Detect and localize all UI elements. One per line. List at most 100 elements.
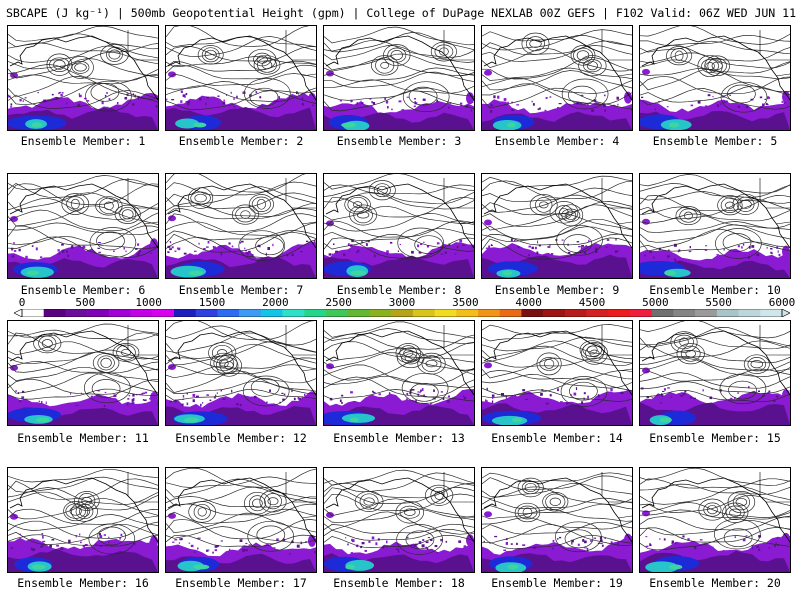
ensemble-member-label: Ensemble Member: 11	[17, 431, 149, 445]
political-borders	[601, 178, 632, 225]
coastline	[9, 477, 158, 543]
geopotential-contours	[324, 321, 474, 404]
colorbar-frame	[21, 309, 783, 317]
coastline	[483, 477, 632, 543]
ensemble-member-label: Ensemble Member: 12	[175, 431, 307, 445]
colorbar-swatch	[738, 309, 761, 317]
ensemble-member-label: Ensemble Member: 1	[20, 134, 146, 148]
geopotential-contours	[324, 174, 474, 259]
map-canvas	[640, 26, 790, 130]
map-canvas	[324, 26, 474, 130]
ensemble-member-label: Ensemble Member: 20	[649, 576, 781, 590]
geopotential-contours	[166, 174, 316, 262]
colorbar-swatch	[369, 309, 392, 317]
political-borders	[127, 472, 158, 519]
map-canvas	[8, 175, 158, 278]
colorbar-swatch	[43, 309, 66, 317]
ensemble-member-map	[639, 320, 791, 426]
ensemble-member-map	[7, 320, 159, 426]
coastline	[9, 330, 158, 396]
geopotential-contours	[8, 323, 158, 404]
political-borders	[759, 472, 790, 519]
political-borders	[759, 325, 790, 372]
colorbar-swatch	[347, 309, 370, 317]
political-borders	[759, 178, 790, 225]
map-canvas	[640, 174, 790, 278]
political-borders	[285, 325, 316, 372]
cape-shading	[166, 71, 316, 130]
colorbar-tick-label: 6000	[768, 296, 796, 309]
map-canvas	[166, 321, 316, 425]
ensemble-member-map	[481, 320, 633, 426]
ensemble-member-label: Ensemble Member: 10	[649, 283, 781, 297]
map-canvas	[640, 468, 790, 572]
cape-shading	[324, 363, 474, 425]
ensemble-member-map	[481, 173, 633, 279]
cape-shading	[8, 72, 158, 130]
ensemble-member-label: Ensemble Member: 15	[649, 431, 781, 445]
colorbar-swatch	[456, 309, 479, 317]
cape-shading	[482, 69, 632, 130]
ensemble-member-label: Ensemble Member: 6	[20, 283, 146, 297]
geopotential-contours	[640, 321, 790, 405]
cape-shading	[324, 512, 474, 572]
colorbar-swatch	[152, 309, 175, 317]
map-canvas	[166, 468, 316, 572]
colorbar-swatch	[630, 309, 653, 317]
coastline	[483, 330, 632, 396]
ensemble-member-label: Ensemble Member: 5	[652, 134, 778, 148]
geopotential-contours	[8, 26, 158, 112]
cape-shading	[8, 513, 158, 572]
colorbar-swatch	[499, 309, 522, 317]
colorbar-swatch	[195, 309, 218, 317]
geopotential-contours	[482, 324, 632, 407]
colorbar-swatch	[434, 309, 457, 317]
ensemble-member-label: Ensemble Member: 19	[491, 576, 623, 590]
colorbar-swatch	[282, 309, 305, 317]
coastline	[325, 35, 474, 101]
colorbar-swatch	[108, 309, 131, 317]
colorbar-tick-label: 1000	[135, 296, 162, 309]
colorbar-swatch	[326, 309, 349, 317]
ensemble-member-label: Ensemble Member: 14	[491, 431, 623, 445]
coastline	[167, 183, 316, 249]
ensemble-member-map	[7, 173, 159, 279]
geopotential-contours	[166, 26, 316, 110]
colorbar-swatch	[130, 309, 153, 317]
ensemble-member-map	[639, 173, 791, 279]
political-borders	[601, 472, 632, 519]
ensemble-member-map	[165, 467, 317, 573]
map-canvas	[8, 26, 158, 130]
colorbar-swatch	[521, 309, 544, 317]
colorbar-swatch	[651, 309, 674, 317]
colorbar-tick-label: 3500	[452, 296, 479, 309]
political-borders	[443, 472, 474, 519]
coastline	[483, 35, 632, 101]
colorbar-swatch	[543, 309, 566, 317]
cape-shading	[324, 220, 474, 278]
ensemble-member-label: Ensemble Member: 4	[494, 134, 620, 148]
geopotential-contours	[8, 175, 158, 258]
map-canvas	[8, 323, 158, 425]
cape-shading	[8, 216, 158, 278]
geopotential-contours	[640, 26, 790, 113]
colorbar-tick-label: 5000	[642, 296, 669, 309]
geopotential-contours	[482, 29, 632, 110]
ensemble-member-label: Ensemble Member: 3	[336, 134, 462, 148]
colorbar-swatch	[716, 309, 739, 317]
geopotential-contours	[482, 175, 632, 260]
coastline	[641, 183, 790, 249]
geopotential-contours	[166, 321, 316, 407]
political-borders	[127, 325, 158, 372]
coastline	[641, 477, 790, 543]
map-canvas	[166, 174, 316, 278]
coastline	[325, 330, 474, 396]
ensemble-member-label: Ensemble Member: 8	[336, 283, 462, 297]
coastline	[167, 330, 316, 396]
coastline	[167, 477, 316, 543]
colorbar-swatch	[412, 309, 435, 317]
geopotential-contours	[640, 174, 790, 259]
ensemble-member-map	[7, 467, 159, 573]
colorbar-swatch	[239, 309, 262, 317]
geopotential-contours	[324, 26, 474, 113]
